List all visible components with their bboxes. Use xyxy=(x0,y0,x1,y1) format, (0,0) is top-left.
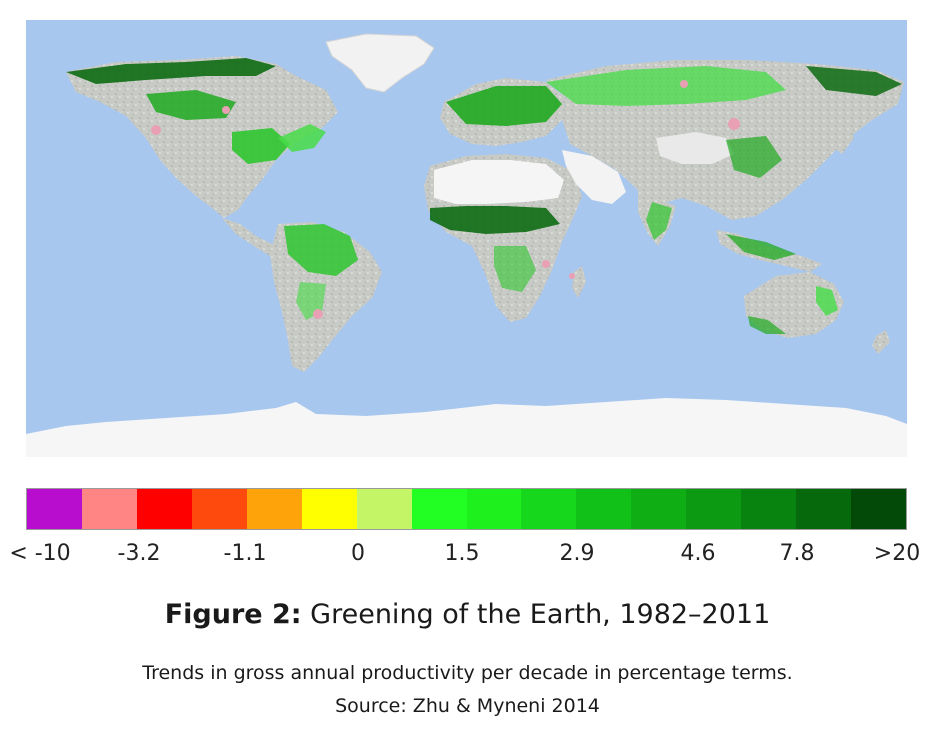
scale-swatch-14 xyxy=(796,489,852,529)
color-scale-bar xyxy=(26,488,907,530)
scale-label: 1.5 xyxy=(444,541,480,566)
japan xyxy=(832,124,854,154)
world-map-graphic xyxy=(26,33,907,457)
scale-swatch-13 xyxy=(741,489,797,529)
greenland xyxy=(325,33,435,93)
figure-title: Figure 2: Greening of the Earth, 1982–20… xyxy=(0,599,935,630)
scale-label: 7.8 xyxy=(779,541,815,566)
north-america xyxy=(66,56,338,218)
scale-swatch-7 xyxy=(411,489,467,529)
scale-swatch-15 xyxy=(851,489,906,529)
antarctica xyxy=(26,398,907,457)
scale-swatch-10 xyxy=(576,489,632,529)
scale-label: 4.6 xyxy=(680,541,716,566)
scale-label: 2.9 xyxy=(559,541,595,566)
scale-label: -1.1 xyxy=(223,541,267,566)
scale-swatch-0 xyxy=(27,489,82,529)
scale-swatch-6 xyxy=(356,489,412,529)
scale-swatch-12 xyxy=(686,489,742,529)
sahara-desert xyxy=(434,160,564,204)
figure-source: Source: Zhu & Myneni 2014 xyxy=(335,695,600,717)
browning-overlay xyxy=(151,80,740,319)
greening-overlay xyxy=(66,58,902,334)
scale-swatch-4 xyxy=(246,489,302,529)
scale-label: 0 xyxy=(351,541,365,566)
scale-label: < -10 xyxy=(9,541,71,566)
scale-swatch-3 xyxy=(191,489,247,529)
color-scale-labels: < -10 -3.2 -1.1 0 1.5 2.9 4.6 7.8 >20 xyxy=(0,541,935,573)
scale-swatch-11 xyxy=(631,489,687,529)
scale-label: >20 xyxy=(873,541,921,566)
scale-swatch-5 xyxy=(301,489,357,529)
scale-swatch-2 xyxy=(136,489,192,529)
arabian-desert xyxy=(562,150,626,204)
figure-label: Figure 2: xyxy=(164,599,302,630)
central-america xyxy=(222,218,280,256)
scale-swatch-8 xyxy=(466,489,522,529)
madagascar xyxy=(572,266,586,298)
scale-swatch-9 xyxy=(521,489,577,529)
scale-label: -3.2 xyxy=(117,541,161,566)
central-asia-desert xyxy=(656,132,734,164)
new-zealand xyxy=(872,330,890,354)
scale-swatch-1 xyxy=(81,489,137,529)
figure-caption: Trends in gross annual productivity per … xyxy=(142,662,793,684)
world-map xyxy=(26,20,907,457)
figure-title-text: Greening of the Earth, 1982–2011 xyxy=(310,599,771,630)
